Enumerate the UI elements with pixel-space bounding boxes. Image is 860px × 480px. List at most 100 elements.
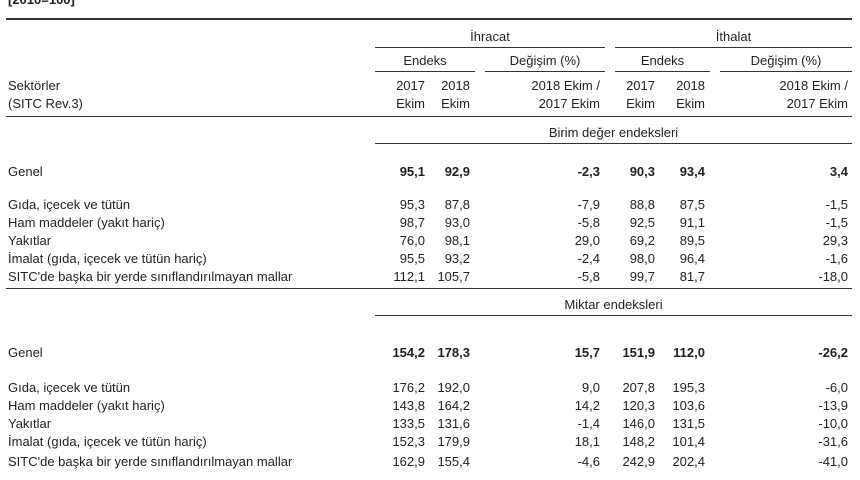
cell: 120,3 [622,398,655,413]
cell: 179,9 [437,434,470,449]
cell: 90,3 [629,164,655,179]
year-header: 2017 [396,78,425,93]
cell: 96,4 [679,251,705,266]
cell: 99,7 [629,269,655,284]
cell: 89,5 [679,233,705,248]
cell: 131,5 [672,416,705,431]
cell: -41,0 [818,454,848,469]
change-header: 2017 Ekim [538,96,600,111]
cell: 93,0 [444,215,470,230]
month-header: Ekim [396,96,425,111]
cell: 93,4 [679,164,705,179]
cell: 18,1 [574,434,600,449]
cell: 162,9 [392,454,425,469]
cell: 105,7 [437,269,470,284]
month-header: Ekim [676,96,705,111]
cell: -1,6 [825,251,848,266]
row-label: Ham maddeler (yakıt hariç) [8,398,165,413]
rule [6,18,852,20]
cell: 151,9 [622,345,655,360]
cell: 95,1 [399,164,425,179]
change-header: 2017 Ekim [786,96,848,111]
row-label: Genel [8,164,43,179]
rule [615,47,852,48]
cell: 101,4 [672,434,705,449]
table-title: [2010=100] [8,0,75,8]
cell: 112,0 [673,345,705,360]
cell: 155,4 [437,454,470,469]
row-label: İmalat (gıda, içecek ve tütün hariç) [8,434,207,449]
cell: 9,0 [581,380,600,395]
rule [6,116,852,117]
cell: 69,2 [629,233,655,248]
rule [375,143,852,144]
cell: 14,2 [574,398,600,413]
cell: -4,6 [577,454,600,469]
subgroup-header: Endeks [403,53,447,68]
section-title: Birim değer endeksleri [548,125,679,140]
year-header: 2018 [441,78,470,93]
row-label: SITC'de başka bir yerde sınıflandırılmay… [8,269,293,284]
cell: 242,9 [622,454,655,469]
rule [615,71,710,72]
cell: 76,0 [399,233,425,248]
cell: -1,5 [825,197,848,212]
rule [720,71,852,72]
cell: 164,2 [437,398,470,413]
cell: -26,2 [818,345,848,360]
year-header: 2018 [676,78,705,93]
subgroup-header: Endeks [640,53,685,68]
cell: 95,5 [399,251,425,266]
row-header: (SITC Rev.3) [8,96,83,111]
row-label: Gıda, içecek ve tütün [8,197,131,212]
cell: 95,3 [399,197,425,212]
cell: 192,0 [437,380,470,395]
cell: 98,1 [444,233,470,248]
subgroup-header: Değişim (%) [509,53,581,68]
cell: 81,7 [679,269,705,284]
rule [375,47,605,48]
cell: -18,0 [818,269,848,284]
cell: 143,8 [392,398,425,413]
cell: -10,0 [818,416,848,431]
cell: 207,8 [622,380,655,395]
cell: 15,7 [574,345,600,360]
row-label: Gıda, içecek ve tütün [8,380,131,395]
row-header: Sektörler [8,78,61,93]
cell: 88,8 [629,197,655,212]
rule [375,71,475,72]
group-header: İhracat [470,29,510,44]
cell: 178,3 [437,345,470,360]
cell: 146,0 [622,416,655,431]
cell: -31,6 [818,434,848,449]
cell: 154,2 [392,345,425,360]
cell: 195,3 [672,380,705,395]
row-label: SITC'de başka bir yerde sınıflandırılmay… [8,454,293,469]
cell: 98,0 [629,251,655,266]
cell: -13,9 [818,398,848,413]
cell: -6,0 [825,380,848,395]
cell: 112,1 [393,269,425,284]
cell: 98,7 [399,215,425,230]
month-header: Ekim [626,96,655,111]
rule [375,315,852,316]
cell: 202,4 [672,454,705,469]
cell: 91,1 [679,215,705,230]
row-label: Ham maddeler (yakıt hariç) [8,215,165,230]
cell: 131,6 [437,416,470,431]
cell: 92,9 [444,164,470,179]
cell: 93,2 [444,251,470,266]
cell: 29,0 [574,233,600,248]
group-header: İthalat [715,29,752,44]
cell: 87,5 [679,197,705,212]
cell: -1,5 [825,215,848,230]
cell: -7,9 [577,197,600,212]
rule [6,288,852,289]
row-label: Yakıtlar [8,416,52,431]
cell: -1,4 [577,416,600,431]
row-label: Yakıtlar [8,233,52,248]
cell: -2,3 [577,164,600,179]
cell: 87,8 [444,197,470,212]
change-header: 2018 Ekim / [531,78,600,93]
